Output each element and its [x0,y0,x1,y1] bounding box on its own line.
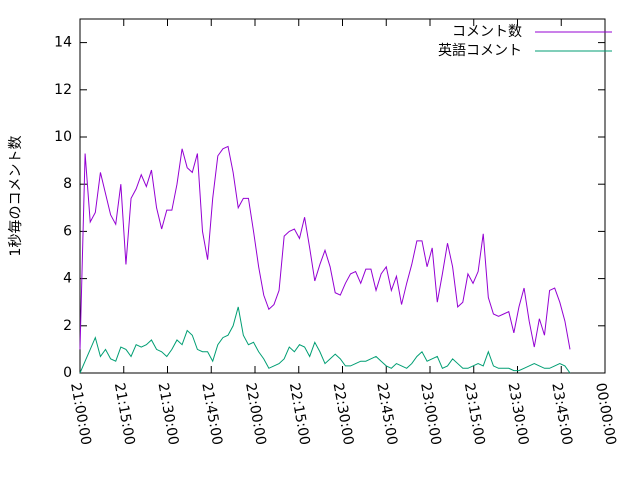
legend-label: コメント数 [452,24,522,40]
y-tick-label: 10 [54,129,72,145]
y-tick-label: 4 [63,271,72,287]
y-tick-label: 8 [63,176,72,192]
y-tick-label: 12 [54,82,72,98]
plot-frame [79,18,606,374]
series-line [79,145,571,350]
x-tick-label: 00:00:00 [592,382,619,447]
x-tick-label: 22:00:00 [242,382,269,447]
y-axis-label: 1秒毎のコメント数 [8,136,24,257]
x-tick-label: 23:00:00 [417,382,444,447]
x-tick-label: 22:45:00 [373,382,400,447]
y-tick-label: 6 [63,223,72,239]
x-tick-label: 21:45:00 [198,382,225,447]
x-tick-label: 21:00:00 [67,382,94,447]
x-tick-label: 21:15:00 [111,382,138,447]
x-tick-label: 22:30:00 [330,382,357,447]
y-tick-label: 14 [54,35,72,51]
y-tick-label: 2 [63,318,72,334]
legend-label: 英語コメント [438,42,522,59]
x-tick-label: 21:30:00 [155,382,182,447]
x-tick-label: 23:15:00 [461,382,488,447]
series-line [79,306,571,374]
x-tick-label: 23:45:00 [548,382,575,447]
x-tick-label: 23:30:00 [505,382,532,447]
y-tick-label: 0 [63,365,72,381]
x-tick-label: 22:15:00 [286,382,313,447]
